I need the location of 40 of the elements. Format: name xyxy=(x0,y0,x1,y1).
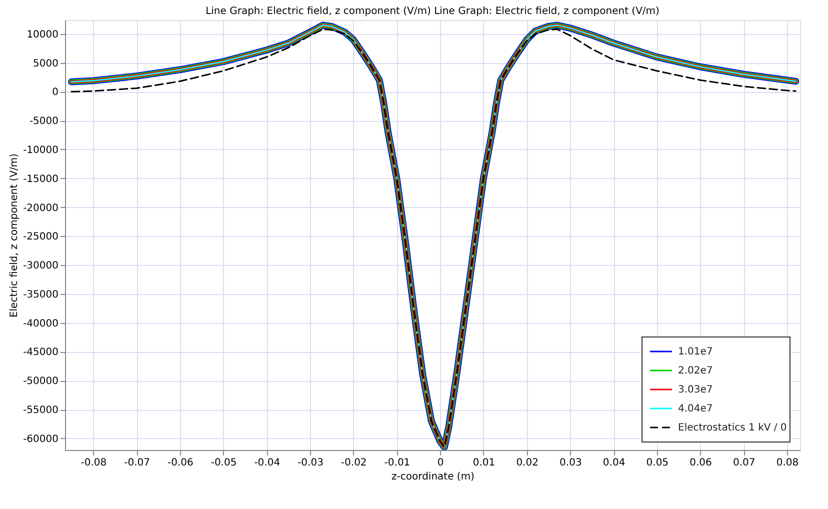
y-tick-label: -40000 xyxy=(23,318,58,330)
y-axis-title: Electric field, z component (V/m) xyxy=(9,153,20,318)
legend-label: 3.03e7 xyxy=(678,384,713,396)
chart-title: Line Graph: Electric field, z component (V/m) Line Graph: Electric field, z component (V/m) xyxy=(206,6,660,17)
x-tick-label: 0.01 xyxy=(472,458,496,468)
x-tick-label: -0.07 xyxy=(124,458,150,468)
x-tick-label: -0.01 xyxy=(384,458,410,468)
legend-label: 1.01e7 xyxy=(678,346,713,358)
x-tick-label: -0.04 xyxy=(254,458,280,468)
x-tick-label: -0.08 xyxy=(80,458,107,468)
x-tick-label: 0.02 xyxy=(516,458,538,468)
x-tick-label: 0.08 xyxy=(776,458,799,468)
y-tick-label: 0 xyxy=(52,87,58,98)
x-tick-label: -0.05 xyxy=(210,458,237,468)
y-tick-label: -20000 xyxy=(23,202,58,214)
x-tick-label: -0.06 xyxy=(167,458,194,468)
y-tick-label: -35000 xyxy=(23,289,58,300)
x-tick-label: 0.03 xyxy=(560,458,582,468)
y-tick-label: 5000 xyxy=(33,58,58,70)
x-tick-label: -0.02 xyxy=(340,458,367,468)
y-tick-label: -30000 xyxy=(23,260,58,272)
x-axis-title: z-coordinate (m) xyxy=(392,472,475,482)
y-tick-label: 10000 xyxy=(26,29,58,40)
y-tick-label: -10000 xyxy=(23,144,58,156)
x-tick-label: 0 xyxy=(437,458,444,468)
legend-label: 2.02e7 xyxy=(678,366,713,376)
y-tick-label: -25000 xyxy=(23,232,58,243)
x-tick-label: 0.06 xyxy=(690,458,712,468)
y-tick-label: -5000 xyxy=(29,116,58,128)
y-tick-label: -50000 xyxy=(23,376,58,388)
legend-label: Electrostatics 1 kV / 0 xyxy=(678,422,787,434)
y-tick-label: -60000 xyxy=(23,434,58,445)
x-tick-label: -0.03 xyxy=(298,458,324,468)
x-tick-label: 0.04 xyxy=(602,458,626,468)
x-tick-label: 0.05 xyxy=(646,458,669,468)
x-tick-label: 0.07 xyxy=(732,458,756,468)
y-tick-label: -45000 xyxy=(23,347,58,358)
legend-label: 4.04e7 xyxy=(678,404,713,414)
y-tick-label: -15000 xyxy=(23,174,58,185)
y-tick-label: -55000 xyxy=(23,405,58,416)
